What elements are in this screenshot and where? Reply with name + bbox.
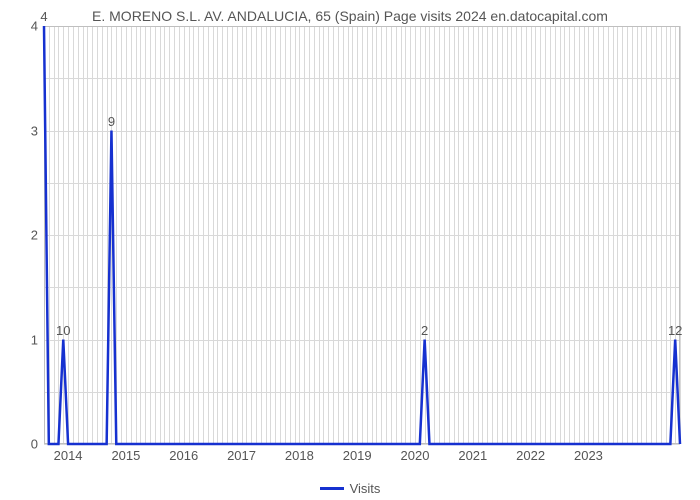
value-label: 2 (421, 323, 428, 338)
xtick-label: 2018 (285, 448, 314, 463)
xtick-label: 2020 (401, 448, 430, 463)
xtick-label: 2022 (516, 448, 545, 463)
xtick-label: 2021 (458, 448, 487, 463)
ytick-label: 3 (8, 123, 38, 138)
gridline-v (680, 26, 681, 444)
value-label: 10 (56, 323, 70, 338)
value-label: 12 (668, 323, 682, 338)
legend-swatch (320, 487, 344, 490)
ytick-label: 4 (8, 19, 38, 34)
xtick-label: 2017 (227, 448, 256, 463)
chart-container: E. MORENO S.L. AV. ANDALUCIA, 65 (Spain)… (0, 0, 700, 500)
visits-polyline (44, 26, 680, 444)
value-label: 9 (108, 114, 115, 129)
chart-title: E. MORENO S.L. AV. ANDALUCIA, 65 (Spain)… (0, 8, 700, 24)
data-line (44, 26, 680, 444)
ytick-label: 0 (8, 437, 38, 452)
xtick-label: 2016 (169, 448, 198, 463)
xtick-label: 2015 (111, 448, 140, 463)
legend-label: Visits (350, 481, 381, 496)
xtick-label: 2023 (574, 448, 603, 463)
ytick-label: 1 (8, 332, 38, 347)
value-label: 4 (40, 9, 47, 24)
legend: Visits (0, 480, 700, 496)
plot-area (44, 26, 680, 444)
ytick-label: 2 (8, 228, 38, 243)
xtick-label: 2014 (54, 448, 83, 463)
xtick-label: 2019 (343, 448, 372, 463)
